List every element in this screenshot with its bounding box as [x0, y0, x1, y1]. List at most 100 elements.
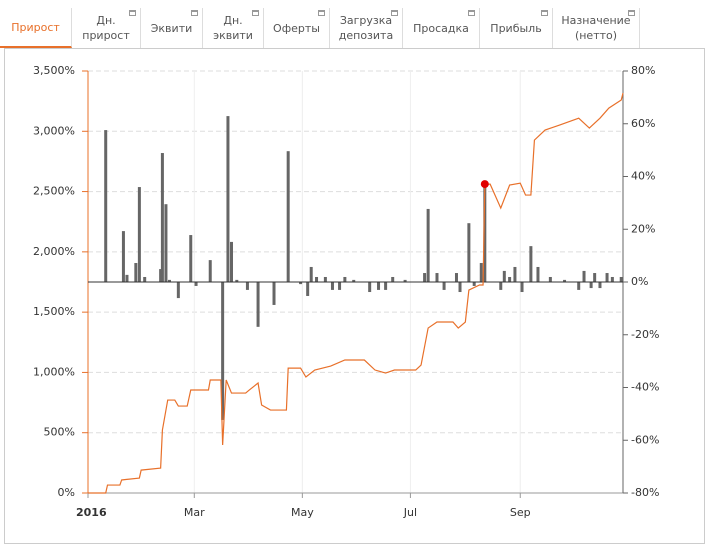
bar	[137, 187, 141, 282]
y2-tick-label: -80%	[631, 486, 659, 499]
bar	[167, 279, 171, 282]
bar	[256, 282, 260, 327]
bar	[577, 282, 581, 290]
tab-label: Оферты	[273, 21, 320, 35]
tab-label: Прибыль	[490, 21, 542, 35]
x-tick-label: Sep	[510, 506, 531, 519]
bar	[467, 223, 471, 282]
bar	[391, 276, 395, 282]
y2-tick-label: -60%	[631, 433, 659, 446]
bar	[104, 130, 108, 282]
bar	[536, 266, 540, 282]
tab-label: Прирост	[11, 20, 60, 34]
x-tick-label: May	[291, 506, 314, 519]
bar	[286, 151, 290, 282]
tab-icon	[129, 10, 136, 16]
line	[88, 92, 624, 494]
bar	[330, 282, 334, 290]
bar	[426, 208, 430, 282]
tab-icon	[318, 10, 325, 16]
y-tick-label: 1,000%	[33, 365, 75, 378]
bar	[208, 260, 212, 282]
bar	[323, 276, 327, 282]
bar	[194, 282, 198, 286]
tab-label: Просадка	[413, 21, 469, 35]
bar	[454, 273, 458, 282]
bar	[563, 279, 567, 282]
bar	[377, 282, 381, 290]
bar	[508, 276, 512, 282]
y2-tick-label: 0%	[631, 275, 648, 288]
y-tick-label: 2,000%	[33, 245, 75, 258]
y-tick-label: 500%	[44, 426, 75, 439]
bar	[189, 235, 193, 282]
highlight-point	[480, 180, 489, 189]
bar	[598, 282, 602, 289]
tab[interactable]: Дн. прирост	[72, 8, 141, 48]
bar	[176, 282, 180, 299]
bar	[306, 282, 310, 296]
bar	[593, 273, 597, 282]
y-tick-label: 2,500%	[33, 185, 75, 198]
tab[interactable]: Загрузка депозита	[330, 8, 403, 48]
y2-tick-label: -20%	[631, 328, 659, 341]
bar	[226, 116, 230, 282]
tab[interactable]: Дн. эквити	[203, 8, 264, 48]
bar	[160, 153, 164, 282]
x-tick-label: Jul	[403, 506, 417, 519]
bar	[502, 270, 506, 282]
tab-icon	[628, 10, 635, 16]
bar	[164, 204, 168, 282]
bar	[403, 279, 407, 282]
bar	[352, 279, 356, 282]
bar	[315, 276, 319, 282]
y-tick-label: 3,000%	[33, 124, 75, 137]
tab-icon	[468, 10, 475, 16]
bar	[245, 282, 249, 290]
bar	[483, 184, 487, 282]
bar	[221, 282, 225, 420]
bar	[384, 282, 388, 290]
y2-tick-label: 60%	[631, 117, 655, 130]
bar	[423, 273, 427, 282]
tab[interactable]: Просадка	[403, 8, 480, 48]
y2-tick-label: 20%	[631, 222, 655, 235]
bar	[513, 266, 517, 282]
bar	[548, 276, 552, 282]
tab[interactable]: Оферты	[264, 8, 330, 48]
tab[interactable]: Эквити	[141, 8, 203, 48]
bar	[520, 282, 524, 293]
bar	[368, 282, 372, 293]
bar	[589, 282, 593, 289]
bar	[435, 273, 439, 282]
x-tick-label: 2016	[76, 506, 107, 519]
y-tick-label: 3,500%	[33, 64, 75, 77]
bar	[343, 276, 347, 282]
tab[interactable]: Прирост	[0, 8, 72, 48]
x-tick-label: Mar	[184, 506, 205, 519]
bar	[338, 282, 342, 290]
bar	[499, 282, 503, 290]
bar	[143, 276, 147, 282]
tab[interactable]: Назначение (нетто)	[553, 8, 640, 48]
bar	[619, 276, 623, 282]
tab-icon	[252, 10, 259, 16]
y-tick-label: 0%	[58, 486, 75, 499]
tab-bar: Прирост Дн. прирост Эквити Дн. эквити Оферты…	[0, 8, 640, 48]
bar	[479, 263, 483, 282]
bar	[134, 263, 138, 282]
bar	[458, 282, 462, 293]
tab[interactable]: Прибыль	[480, 8, 553, 48]
y-tick-label: 1,500%	[33, 305, 75, 318]
tab-label: Эквити	[150, 21, 193, 35]
bar	[159, 269, 163, 282]
tab-label: Назначение (нетто)	[561, 14, 631, 42]
tab-label: Загрузка депозита	[338, 14, 394, 42]
tab-label: Дн. эквити	[213, 14, 253, 42]
bar	[121, 231, 125, 282]
y2-tick-label: -40%	[631, 381, 659, 394]
tab-label: Дн. прирост	[82, 14, 130, 42]
chart-frame	[4, 48, 705, 544]
